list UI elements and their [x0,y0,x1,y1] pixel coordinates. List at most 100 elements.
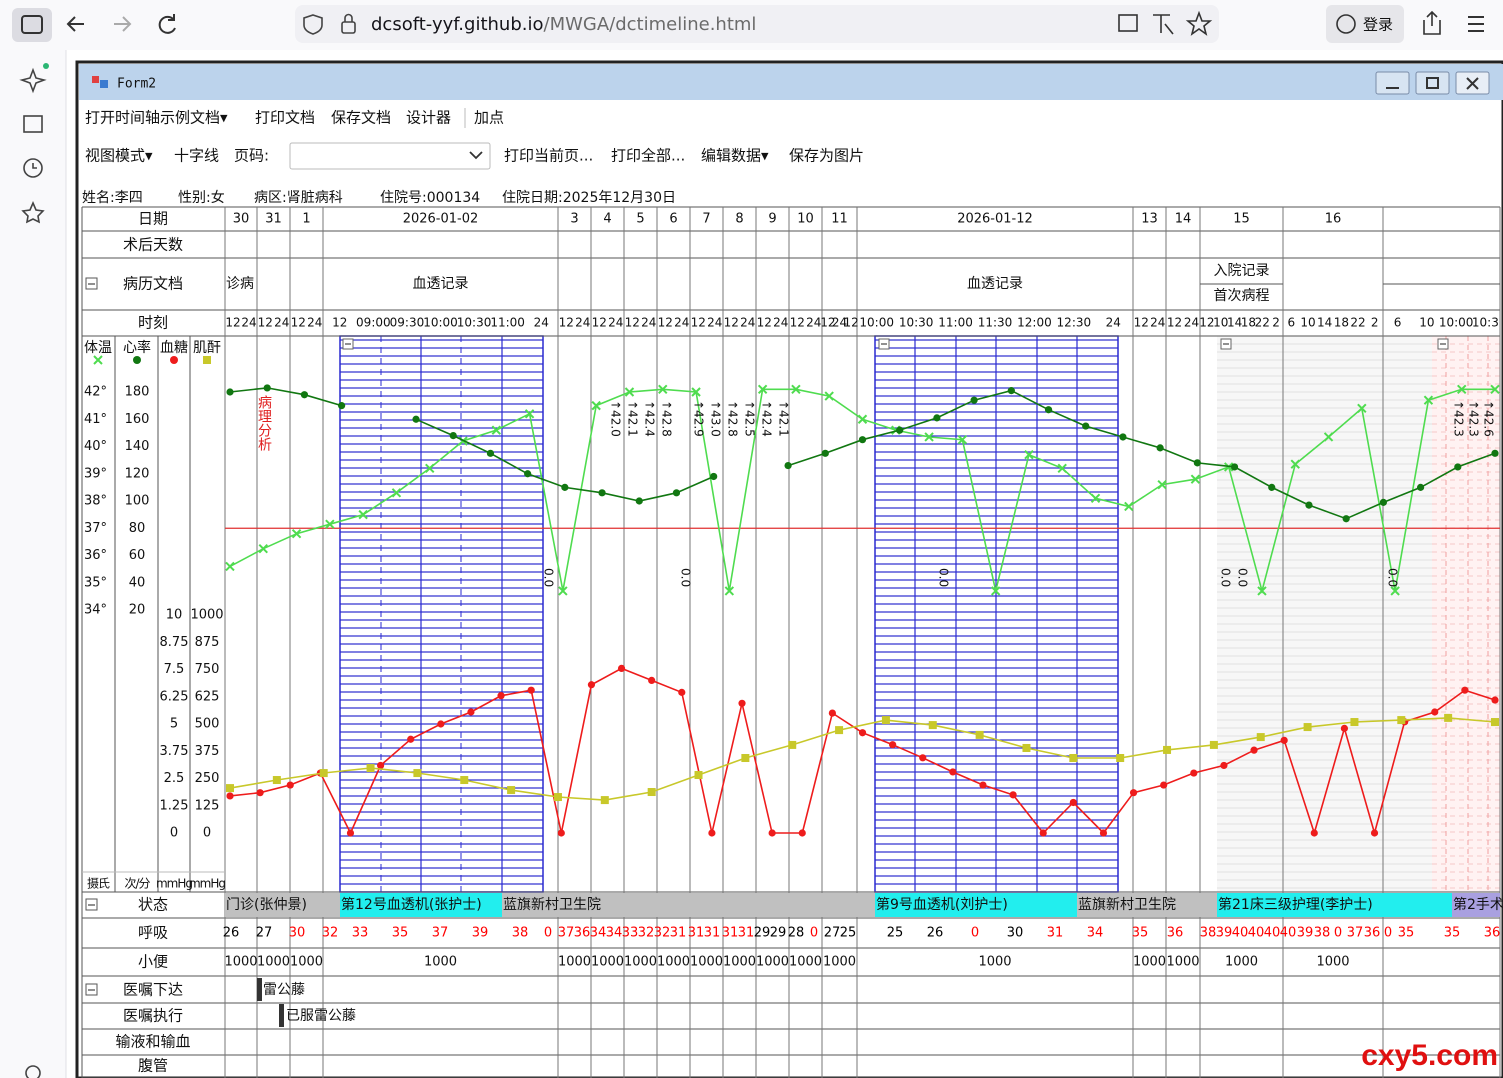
time-label: 12 [258,316,273,330]
y-tick-label: 250 [195,771,220,786]
toolbar-item[interactable]: 保存为图片 [789,147,864,165]
forward-button[interactable] [114,16,132,32]
date-label: 16 [1325,212,1342,227]
axis-title: 心率 [123,339,151,356]
time-label: 12:30 [1057,316,1092,330]
patient-info: 住院日期:2025年12月30日 [502,190,676,206]
document-label: 入院记录 [1214,263,1270,279]
status-segment [1077,893,1217,917]
execution-label: 已服雷公藤 [286,1008,356,1024]
data-point [881,716,890,725]
toolbar-item[interactable]: 视图模式▾ [85,147,153,165]
document-label[interactable]: 血透记录 [967,276,1023,292]
time-label: 12 [625,316,640,330]
time-label: 22 [1255,316,1270,330]
sidebar-history-icon[interactable] [23,158,43,178]
url-path: /MWGA/dctimeline.html [544,14,757,35]
legend-marker [203,356,211,364]
sidebar-sync-icon[interactable] [23,115,43,133]
patient-info: 住院号:000134 [380,190,480,206]
respiration-value: 37 [1347,926,1364,941]
axis-title: 体温 [84,340,112,356]
reload-button[interactable] [158,14,176,34]
sidebar-toggle[interactable] [12,8,52,42]
time-label: 24 [1184,316,1199,330]
maximize-button[interactable] [1415,71,1450,95]
time-label: 12 [1167,316,1182,330]
url-bar[interactable] [295,5,1219,43]
data-point [346,829,355,837]
time-label: 24 [740,316,755,330]
page-select[interactable] [289,142,491,170]
data-point [319,769,328,778]
urine-value: 1000 [789,955,822,970]
y-tick-label: 39° [84,466,107,481]
status-label: 蓝旗新村卫生院 [503,897,601,913]
menu-item[interactable]: 设计器 [406,109,451,127]
toolbar-item[interactable]: 打印当前页... [504,147,593,165]
time-label: 24 [534,316,549,330]
data-point [798,829,806,837]
toolbar-item[interactable]: 编辑数据▾ [701,147,769,165]
y-tick-label: 160 [125,412,150,427]
save-page-icon[interactable] [1118,14,1138,32]
data-point [1491,449,1499,457]
data-point [1342,515,1350,523]
time-label: 10:00 [1439,316,1474,330]
time-label: 10:3 [1472,316,1499,330]
data-point [437,720,445,728]
toolbar-item[interactable]: 十字线 [174,147,219,165]
minimize-button[interactable] [1375,71,1410,95]
back-button[interactable] [66,16,84,32]
login-text[interactable]: 登录 [1363,16,1393,34]
sidebar-ai-icon[interactable] [19,67,47,94]
respiration-value: 40 [1248,926,1265,941]
menu-icon[interactable] [1468,16,1484,32]
data-point [291,528,302,539]
axis-unit: 摄氏 [87,876,110,891]
menu-item[interactable]: 加点 [474,109,504,127]
respiration-value: 38 [1314,926,1331,941]
sidebar-bookmarks-icon[interactable] [21,200,45,224]
data-point [497,692,505,700]
bookmark-icon[interactable] [1185,10,1213,36]
data-point [1007,387,1015,395]
patient-info: 病区:肾脏病科 [254,190,343,206]
time-label: 12 [724,316,739,330]
time-label: 22 [1350,316,1365,330]
data-point [1220,761,1228,770]
document-label[interactable]: 血透记录 [413,276,469,292]
document-label[interactable]: 诊病 [226,276,254,292]
sidebar-settings-icon[interactable] [25,1065,41,1078]
toolbar-item[interactable]: 打印全部... [611,147,685,165]
data-point [990,586,1001,596]
data-point [338,402,346,410]
respiration-value: 31 [704,926,721,941]
data-point [272,776,281,785]
urine-value: 1000 [558,955,591,970]
respiration-value: 31 [738,926,755,941]
legend-marker [133,356,141,364]
time-label: 10:30 [899,316,934,330]
menu-item[interactable]: 保存文档 [331,109,391,127]
zero-label: 0.0 [937,568,951,587]
menu-item[interactable]: 打印文档 [255,109,315,127]
window-title: Form2 [117,77,156,92]
urine-value: 1000 [756,955,789,970]
data-point [486,449,495,457]
extensions-icon[interactable] [1423,10,1441,35]
data-point [919,754,927,762]
data-point [1431,708,1439,716]
data-point [412,415,420,423]
data-point [757,384,768,394]
data-point [1009,791,1017,799]
dialysis-region [339,335,544,893]
surgery-region [1432,336,1500,892]
time-label: 12 [225,316,240,330]
translate-icon[interactable] [1153,14,1174,35]
time-label: 11:00 [490,316,525,330]
data-point [460,776,469,785]
menu-item[interactable]: 打开时间轴示例文档▾ [85,109,228,127]
time-label: 24 [575,316,590,330]
time-label: 24 [608,316,623,330]
